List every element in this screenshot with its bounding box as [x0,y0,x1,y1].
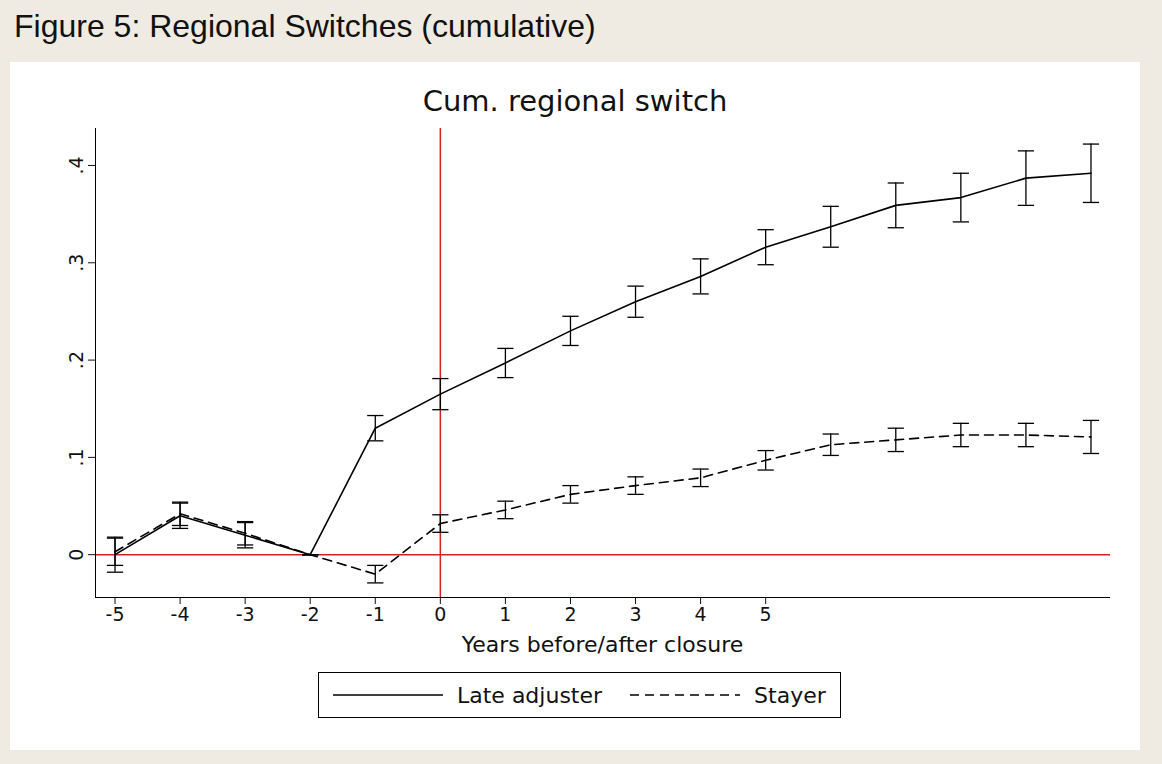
svg-text:0: 0 [434,603,446,625]
svg-text:1: 1 [499,603,511,625]
html-text:Late adjuster: Late adjuster [457,682,603,708]
svg-text:-2: -2 [301,603,320,625]
svg-text:5: 5 [760,603,772,625]
svg-text:0: 0 [65,549,87,561]
svg-text:-4: -4 [171,603,190,625]
svg-text:-1: -1 [366,603,385,625]
svg-text:3: 3 [629,603,641,625]
svg-text:-5: -5 [106,603,125,625]
svg-text:2: 2 [564,603,576,625]
html-text:Cum. regional switch: Cum. regional switch [422,84,728,118]
svg-text:-3: -3 [236,603,255,625]
html-text:Years before/after closure: Years before/after closure [461,632,744,657]
svg-text:.2: .2 [65,351,87,369]
html-text:Figure 5: Regional Switches (c: Figure 5: Regional Switches (cumulative) [14,8,596,44]
svg-text:4: 4 [695,603,707,625]
svg-text:.3: .3 [65,254,87,272]
svg-text:.1: .1 [65,448,87,466]
html-text:Stayer: Stayer [754,682,826,708]
svg-text:.4: .4 [65,156,87,174]
